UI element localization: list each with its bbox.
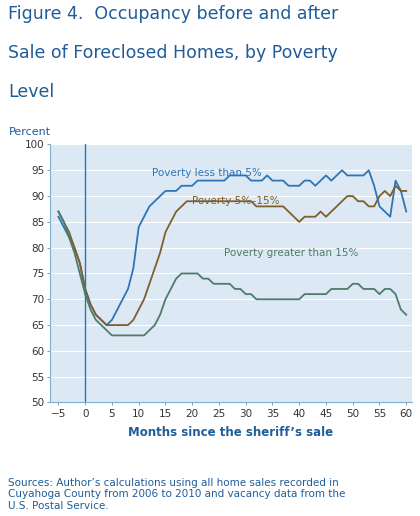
Text: Level: Level [8, 83, 55, 101]
Text: Poverty 5%–15%: Poverty 5%–15% [192, 197, 280, 206]
Text: Percent: Percent [8, 127, 50, 137]
Text: Poverty greater than 15%: Poverty greater than 15% [224, 248, 359, 258]
Text: Poverty less than 5%: Poverty less than 5% [152, 168, 262, 178]
X-axis label: Months since the sheriff’s sale: Months since the sheriff’s sale [129, 426, 333, 439]
Text: Sale of Foreclosed Homes, by Poverty: Sale of Foreclosed Homes, by Poverty [8, 44, 338, 62]
Text: Figure 4.  Occupancy before and after: Figure 4. Occupancy before and after [8, 5, 339, 23]
Text: Sources: Author’s calculations using all home sales recorded in
Cuyahoga County : Sources: Author’s calculations using all… [8, 478, 346, 511]
